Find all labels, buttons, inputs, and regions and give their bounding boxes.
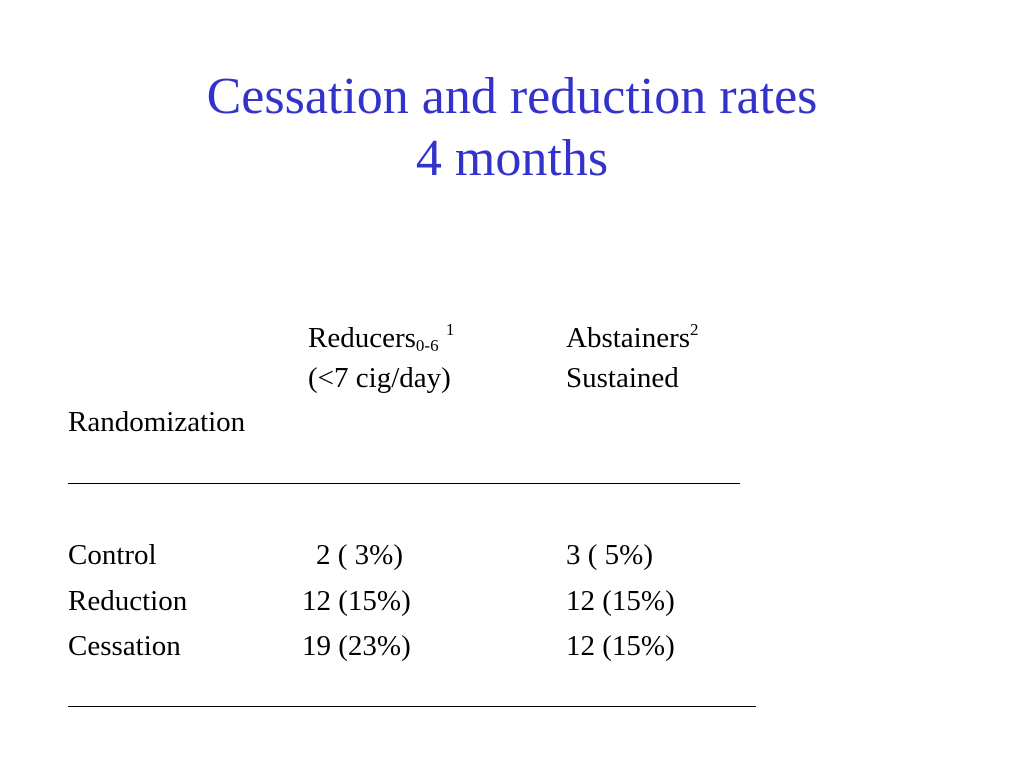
- cell-reducers: 2 ( 3%): [316, 539, 403, 571]
- cell-abstainers: 12 (15%): [566, 585, 675, 617]
- slide-title-line2: 4 months: [415, 130, 609, 187]
- row-label: Control: [68, 539, 157, 571]
- col-header-reducers-text: Reducers: [308, 322, 416, 354]
- col-header-reducers-footnote: 1: [445, 320, 455, 339]
- cell-reducers: 19 (23%): [302, 630, 411, 662]
- row-header-randomization: Randomization: [68, 406, 246, 438]
- col-header-reducers: Reducers0-6 1: [308, 313, 454, 363]
- col-header-abstainers-footnote: 2: [690, 320, 699, 339]
- table-top-rule: [68, 483, 740, 484]
- cell-abstainers: 12 (15%): [566, 630, 675, 662]
- col-subheader-abstainers: Sustained: [566, 362, 679, 394]
- col-subheader-reducers: (<7 cig/day): [308, 362, 451, 394]
- col-header-abstainers: Abstainers2: [566, 313, 699, 355]
- row-label: Cessation: [68, 630, 181, 662]
- table-bottom-rule: [68, 706, 756, 707]
- row-label: Reduction: [68, 585, 188, 617]
- col-header-abstainers-text: Abstainers: [566, 322, 691, 354]
- col-header-reducers-subscript: 0-6: [415, 336, 439, 355]
- cell-abstainers: 3 ( 5%): [566, 539, 653, 571]
- slide-title-line1: Cessation and reduction rates: [206, 68, 818, 125]
- slide-title: Cessation and reduction rates 4 months: [0, 66, 1024, 190]
- cell-reducers: 12 (15%): [302, 585, 411, 617]
